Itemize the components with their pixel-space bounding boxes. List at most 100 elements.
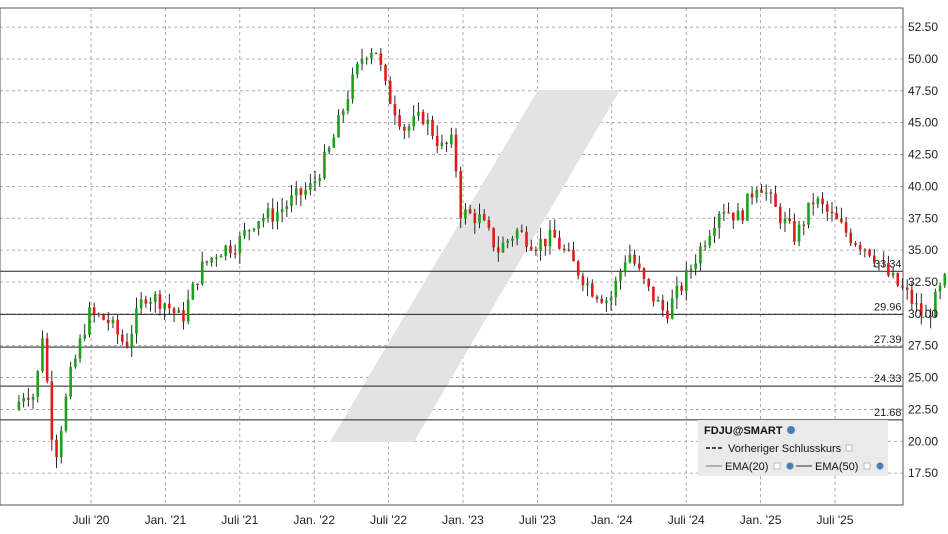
candle-down	[778, 206, 782, 224]
candle-up	[694, 263, 697, 269]
candle-down	[858, 244, 862, 250]
candle-down	[431, 119, 434, 136]
candle-down	[863, 249, 867, 251]
candle-up	[746, 193, 749, 221]
candle-up	[816, 198, 820, 205]
candle-down	[572, 250, 575, 262]
globe-icon[interactable]	[786, 462, 794, 470]
candle-down	[121, 334, 124, 342]
candle-down	[642, 268, 646, 279]
candle-up	[153, 294, 157, 302]
y-tick-label: 32.50	[908, 275, 938, 289]
candle-down	[445, 142, 448, 145]
candle-up	[675, 285, 679, 299]
candle-up	[243, 230, 246, 237]
y-tick-label: 40.00	[908, 179, 938, 193]
candle-down	[633, 254, 636, 264]
y-tick-label: 35.00	[908, 243, 938, 257]
candle-up	[351, 74, 354, 100]
candle-up	[736, 210, 740, 221]
candle-down	[731, 212, 735, 221]
candle-up	[149, 301, 152, 304]
candle-down	[854, 243, 857, 245]
candle-down	[398, 115, 401, 127]
candle-down	[55, 439, 58, 458]
candle-down	[205, 261, 209, 263]
candle-up	[139, 299, 143, 309]
candle-down	[196, 283, 199, 285]
candle-up	[426, 119, 430, 124]
candle-up	[17, 401, 21, 410]
candle-up	[708, 235, 712, 246]
legend-toggle-box[interactable]	[845, 444, 853, 452]
candle-down	[825, 204, 829, 212]
candle-down	[919, 303, 923, 317]
y-tick-label: 37.50	[908, 211, 938, 225]
candle-down	[97, 313, 101, 316]
watermark-logo	[330, 90, 620, 442]
candle-down	[910, 289, 914, 304]
candle-down	[116, 319, 119, 335]
candle-down	[868, 249, 871, 256]
candle-up	[276, 212, 279, 222]
candle-down	[459, 171, 463, 219]
candle-up	[224, 245, 228, 256]
candle-down	[821, 198, 824, 205]
y-axis: 17.50 20.00 22.50 25.00 27.50 30.00 32.50 35.00…	[908, 20, 938, 480]
candle-up	[407, 126, 411, 131]
candle-down	[468, 209, 472, 214]
candle-down	[50, 381, 54, 440]
candle-down	[750, 193, 754, 198]
y-tick-label: 47.50	[908, 84, 938, 98]
candle-down	[299, 188, 303, 195]
candle-up	[623, 262, 627, 272]
candle-down	[421, 111, 425, 124]
candle-down	[802, 224, 806, 226]
candle-down	[473, 213, 477, 224]
legend-toggle-box[interactable]	[773, 462, 781, 470]
candle-up	[294, 188, 298, 196]
candle-up	[41, 338, 44, 372]
candle-up	[717, 213, 721, 228]
candle-down	[388, 80, 392, 104]
candle-up	[135, 308, 138, 334]
globe-icon[interactable]	[787, 426, 795, 434]
candle-up	[877, 262, 881, 264]
x-tick-label: Jan. '23	[442, 513, 484, 527]
y-tick-label: 25.00	[908, 371, 938, 385]
candle-down	[840, 219, 843, 223]
candle-up	[506, 240, 510, 243]
candle-up	[262, 217, 265, 222]
candle-up	[163, 303, 166, 309]
candle-up	[215, 257, 218, 259]
candle-up	[628, 254, 632, 263]
candle-up	[59, 430, 63, 458]
x-tick-label: Juli '21	[221, 513, 258, 527]
candle-up	[943, 273, 947, 286]
x-tick-label: Jan. '21	[145, 513, 187, 527]
legend-toggle-box[interactable]	[863, 462, 871, 470]
legend-item-label: EMA(50)	[815, 461, 858, 473]
candle-down	[769, 192, 773, 194]
candle-up	[539, 238, 542, 251]
legend-item-label: Vorheriger Schlusskurs	[728, 443, 842, 455]
candle-up	[586, 283, 589, 286]
y-tick-label: 30.00	[908, 307, 938, 321]
candle-up	[412, 116, 416, 127]
candle-down	[872, 255, 876, 264]
candle-up	[219, 255, 223, 258]
candle-up	[450, 134, 453, 145]
candle-down	[562, 248, 566, 250]
candle-up	[365, 58, 369, 60]
candle-down	[454, 134, 458, 172]
legend: FDJU@SMART Vorheriger Schlusskurs EMA(20) E…	[698, 420, 888, 476]
candle-down	[567, 249, 571, 251]
x-tick-label: Jan. '22	[293, 513, 335, 527]
globe-icon[interactable]	[876, 462, 884, 470]
y-tick-label: 20.00	[908, 434, 938, 448]
candle-down	[125, 341, 129, 348]
candle-down	[92, 307, 96, 314]
candle-down	[595, 296, 599, 299]
x-tick-label: Juli '23	[519, 513, 556, 527]
candle-down	[647, 278, 650, 287]
